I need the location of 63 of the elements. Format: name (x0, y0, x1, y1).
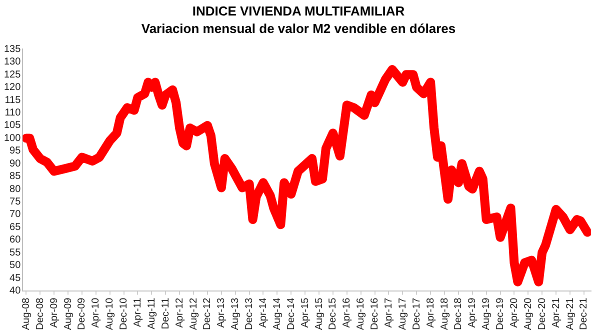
x-tick-label: Dec-20 (536, 297, 548, 330)
x-tick-label: Dec-21 (578, 297, 590, 330)
y-tick-label: 115 (4, 94, 22, 106)
x-tick-label: Aug-21 (564, 297, 576, 330)
y-tick-label: 40 (10, 286, 22, 297)
y-tick-label: 50 (10, 260, 22, 272)
y-tick-label: 135 (4, 44, 22, 55)
x-tick-label: Apr-19 (467, 297, 478, 328)
x-tick-label: Apr-11 (132, 297, 144, 328)
x-tick-label: Dec-16 (370, 297, 381, 330)
x-tick-label: Apr-16 (342, 297, 353, 328)
x-tick-label: Dec-18 (453, 297, 464, 330)
x-tick-label: Apr-13 (216, 297, 228, 328)
x-tick-label: Apr-12 (174, 297, 186, 328)
x-tick-label: Apr-10 (90, 297, 102, 328)
x-tick-label: Dec-14 (286, 297, 297, 330)
x-tick-label: Aug-17 (397, 297, 408, 330)
x-tick-label: Apr-18 (425, 297, 436, 328)
y-tick-label: 65 (10, 222, 22, 233)
chart-subtitle: Variacion mensual de valor M2 vendible en dólares (141, 20, 456, 36)
x-tick-label: Aug-20 (522, 297, 534, 330)
y-tick-label: 75 (10, 196, 22, 208)
chart-title: INDICE VIVIENDA MULTIFAMILIAR (192, 3, 406, 18)
x-tick-label: Dec-13 (244, 297, 256, 330)
y-tick-label: 105 (4, 120, 22, 132)
x-tick-label: Apr-15 (300, 297, 311, 328)
y-tick-label: 100 (4, 132, 22, 144)
x-tick-label: Aug-18 (439, 297, 450, 330)
x-tick-label: Dec-11 (160, 297, 172, 330)
x-tick-label: Dec-19 (495, 297, 506, 330)
x-tick-label: Aug-19 (481, 297, 492, 330)
y-tick-label: 80 (10, 184, 22, 195)
y-tick-label: 60 (10, 234, 22, 246)
x-tick-label: Apr-21 (550, 297, 562, 328)
x-tick-label: Aug-16 (356, 297, 367, 330)
x-tick-label: Dec-12 (202, 297, 214, 330)
y-tick-label: 90 (10, 158, 22, 170)
y-tick-label: 45 (10, 272, 22, 284)
y-tick-label: 95 (10, 146, 22, 157)
x-tick-label: Apr-14 (258, 297, 269, 328)
x-tick-label: Aug-14 (272, 297, 283, 330)
y-tick-label: 130 (4, 56, 22, 68)
y-tick-label: 125 (4, 69, 22, 80)
y-tick-label: 85 (10, 171, 22, 182)
y-tick-label: 110 (4, 108, 22, 119)
x-tick-label: Aug-10 (104, 297, 116, 330)
x-tick-label: Aug-08 (20, 297, 32, 330)
x-tick-label: Aug-15 (314, 297, 325, 330)
x-tick-label: Dec-15 (328, 297, 339, 330)
x-tick-label: Dec-17 (411, 297, 422, 330)
x-tick-label: Aug-12 (188, 297, 200, 330)
x-tick-label: Apr-17 (383, 297, 394, 328)
x-tick-label: Dec-10 (118, 297, 130, 330)
x-tick-label: Aug-09 (62, 297, 74, 330)
y-tick-label: 70 (10, 209, 22, 220)
y-tick-label: 120 (4, 82, 22, 94)
x-tick-label: Dec-08 (34, 297, 46, 330)
x-tick-label: Aug-11 (146, 297, 158, 330)
y-tick-label: 55 (10, 247, 22, 258)
x-tick-label: Apr-09 (48, 297, 60, 328)
x-tick-label: Apr-20 (508, 297, 520, 328)
x-tick-label: Aug-13 (230, 297, 242, 330)
x-tick-label: Dec-09 (76, 297, 88, 330)
